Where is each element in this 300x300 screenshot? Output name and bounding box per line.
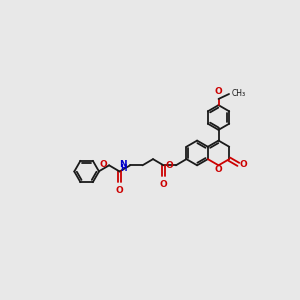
- Text: O: O: [99, 160, 107, 169]
- Text: N: N: [120, 160, 127, 169]
- Text: CH₃: CH₃: [232, 88, 246, 98]
- Text: H: H: [121, 164, 127, 173]
- Text: O: O: [160, 180, 167, 189]
- Text: O: O: [215, 87, 222, 96]
- Text: O: O: [215, 165, 222, 174]
- Text: O: O: [116, 186, 124, 195]
- Text: O: O: [165, 161, 173, 170]
- Text: O: O: [239, 160, 247, 169]
